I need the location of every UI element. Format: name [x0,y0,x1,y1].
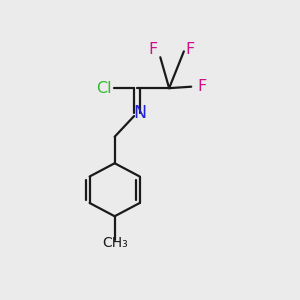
Text: CH₃: CH₃ [102,236,128,250]
Text: Cl: Cl [97,81,112,96]
Text: N: N [133,104,146,122]
Text: F: F [197,79,207,94]
Text: F: F [148,42,158,57]
Text: F: F [185,42,194,57]
